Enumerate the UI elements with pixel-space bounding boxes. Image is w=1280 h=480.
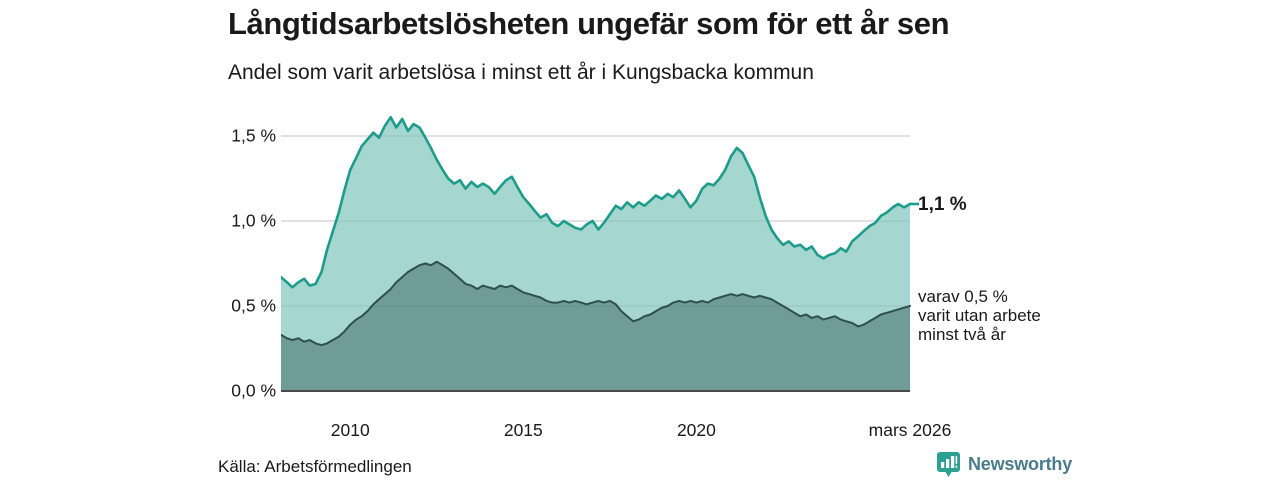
- y-axis-tick-label: 0,5 %: [231, 295, 276, 316]
- series-line: [281, 116, 912, 289]
- x-axis-tick-label: 2020: [676, 420, 716, 440]
- x-axis-tick-label: 2015: [503, 420, 543, 440]
- x-axis-tick-label: mars 2026: [868, 420, 952, 440]
- x-axis-tick-label: 2010: [330, 420, 370, 440]
- page-title: Långtidsarbetslösheten ungefär som för e…: [228, 6, 950, 41]
- brand-logo: Newsworthy: [936, 451, 1072, 478]
- area-fill: [281, 261, 910, 391]
- source-caption: Källa: Arbetsförmedlingen: [218, 457, 412, 476]
- two-year-annotation-line1: varav 0,5 %: [918, 287, 1008, 306]
- two-year-annotation: varav 0,5 % varit utan arbete minst två …: [918, 287, 1041, 344]
- series-line: [281, 260, 911, 347]
- y-axis-tick-label: 1,5 %: [231, 125, 276, 146]
- chart-subtitle: Andel som varit arbetslösa i minst ett å…: [228, 61, 814, 84]
- y-axis-tick-label: 1,0 %: [231, 210, 276, 231]
- latest-value-label: 1,1 %: [918, 194, 967, 215]
- newsworthy-icon: [937, 452, 960, 477]
- two-year-annotation-line3: minst två år: [918, 325, 1006, 344]
- y-axis-tick-label: 0,0 %: [231, 380, 276, 401]
- brand-name: Newsworthy: [968, 454, 1073, 474]
- two-year-annotation-line2: varit utan arbete: [918, 306, 1041, 325]
- area-chart: [281, 116, 919, 392]
